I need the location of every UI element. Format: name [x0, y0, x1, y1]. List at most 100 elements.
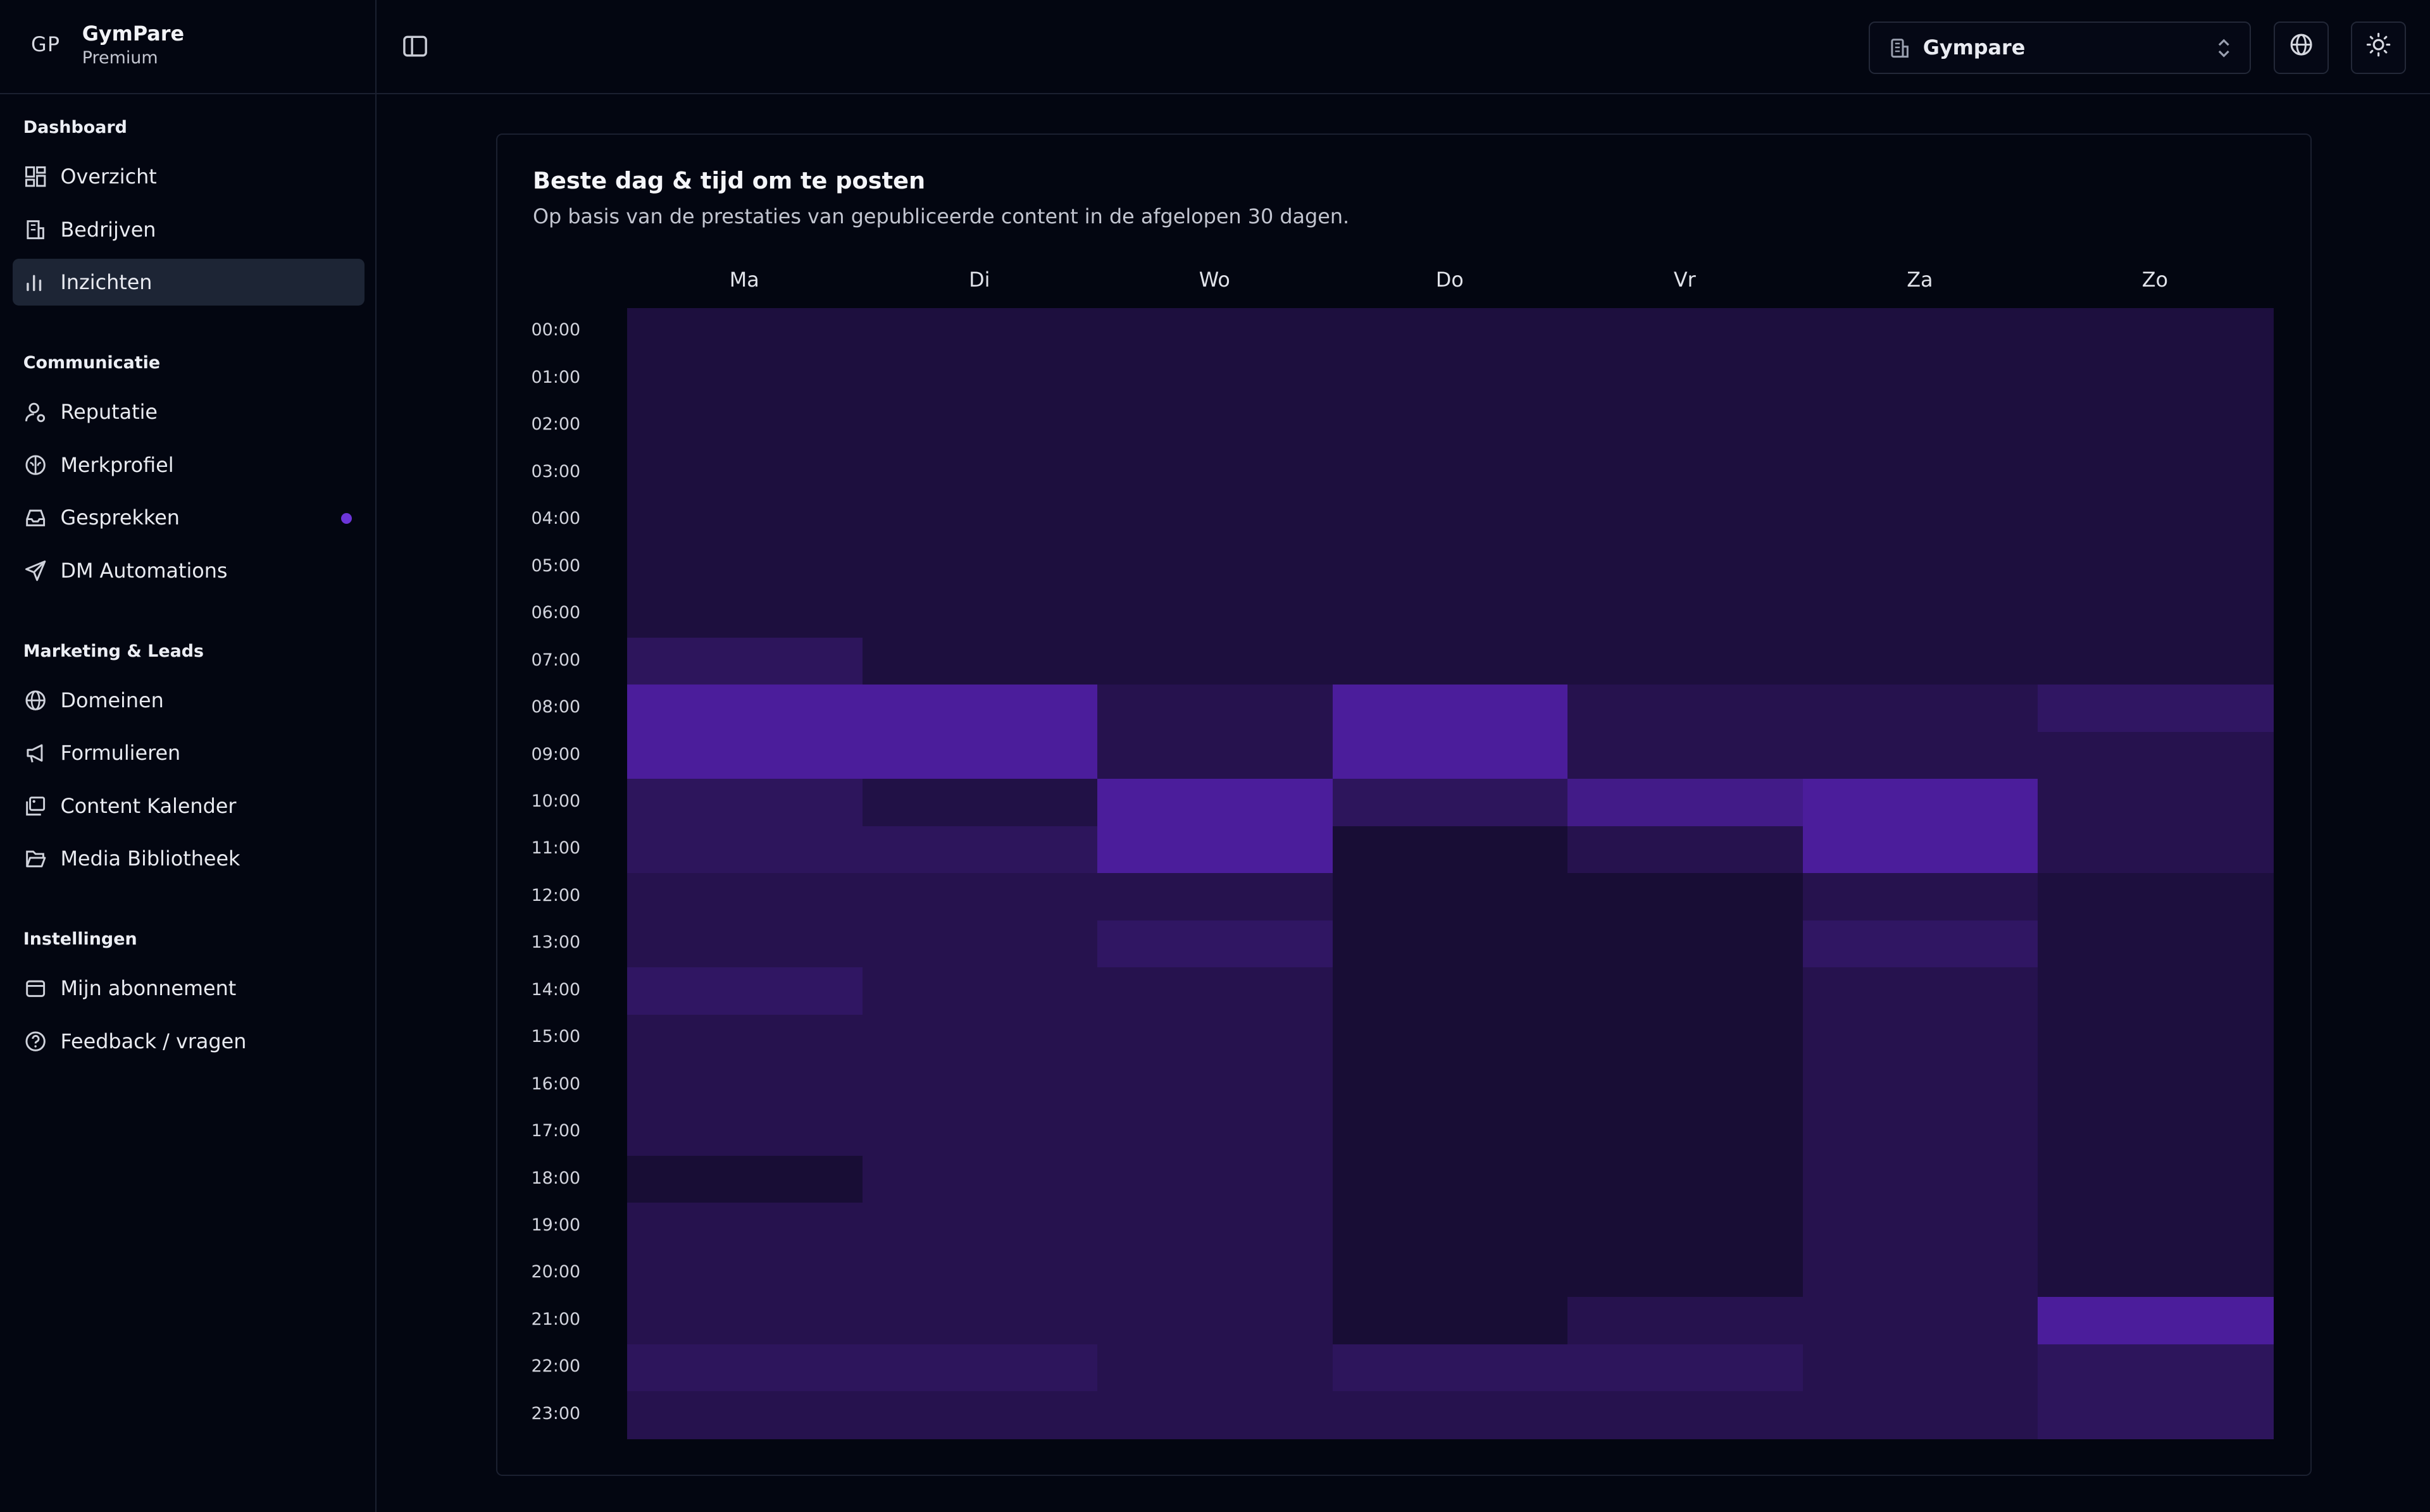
- heatmap-cell[interactable]: [1332, 355, 1569, 404]
- heatmap-cell[interactable]: [862, 1014, 1099, 1063]
- heatmap-cell[interactable]: [1097, 1062, 1334, 1110]
- heatmap-cell[interactable]: [1567, 731, 1804, 780]
- heatmap-cell[interactable]: [1332, 967, 1569, 1015]
- panel-left-icon[interactable]: [401, 32, 429, 60]
- heatmap-cell[interactable]: [1567, 449, 1804, 497]
- sidebar-item-feedback-vragen[interactable]: Feedback / vragen: [13, 1018, 364, 1064]
- heatmap-cell[interactable]: [1802, 355, 2039, 404]
- heatmap-cell[interactable]: [1097, 1203, 1334, 1251]
- heatmap-cell[interactable]: [627, 1391, 864, 1439]
- heatmap-cell[interactable]: [1802, 1062, 2039, 1110]
- heatmap-cell[interactable]: [1802, 685, 2039, 733]
- heatmap-cell[interactable]: [1332, 449, 1569, 497]
- heatmap-cell[interactable]: [2038, 638, 2274, 686]
- brand-header[interactable]: GP GymPare Premium: [0, 0, 375, 94]
- heatmap-cell[interactable]: [1097, 543, 1334, 592]
- heatmap-cell[interactable]: [627, 1062, 864, 1110]
- heatmap-cell[interactable]: [2038, 307, 2274, 356]
- heatmap-cell[interactable]: [627, 1108, 864, 1157]
- heatmap-cell[interactable]: [1097, 355, 1334, 404]
- heatmap-cell[interactable]: [862, 638, 1099, 686]
- heatmap-cell[interactable]: [862, 731, 1099, 780]
- heatmap-cell[interactable]: [862, 685, 1099, 733]
- heatmap-cell[interactable]: [627, 685, 864, 733]
- heatmap-cell[interactable]: [2038, 590, 2274, 639]
- heatmap-cell[interactable]: [627, 1203, 864, 1251]
- heatmap-cell[interactable]: [627, 967, 864, 1015]
- heatmap-cell[interactable]: [2038, 355, 2274, 404]
- heatmap-cell[interactable]: [1332, 1391, 1569, 1439]
- heatmap-cell[interactable]: [1802, 402, 2039, 450]
- heatmap-cell[interactable]: [862, 779, 1099, 827]
- heatmap-cell[interactable]: [1567, 307, 1804, 356]
- heatmap-cell[interactable]: [1332, 1203, 1569, 1251]
- heatmap-cell[interactable]: [1567, 967, 1804, 1015]
- heatmap-cell[interactable]: [862, 1249, 1099, 1298]
- heatmap-cell[interactable]: [627, 1344, 864, 1392]
- heatmap-cell[interactable]: [1332, 826, 1569, 874]
- heatmap-cell[interactable]: [1332, 685, 1569, 733]
- heatmap-cell[interactable]: [1567, 1249, 1804, 1298]
- heatmap-cell[interactable]: [1097, 1344, 1334, 1392]
- heatmap-cell[interactable]: [2038, 1249, 2274, 1298]
- heatmap-cell[interactable]: [1332, 873, 1569, 921]
- heatmap-cell[interactable]: [627, 307, 864, 356]
- heatmap-cell[interactable]: [1567, 1014, 1804, 1063]
- sidebar-item-mijn-abonnement[interactable]: Mijn abonnement: [13, 965, 364, 1012]
- heatmap-cell[interactable]: [2038, 1108, 2274, 1157]
- heatmap-cell[interactable]: [1097, 402, 1334, 450]
- heatmap-cell[interactable]: [1567, 1297, 1804, 1345]
- heatmap-cell[interactable]: [1567, 1391, 1804, 1439]
- heatmap-cell[interactable]: [1097, 685, 1334, 733]
- heatmap-cell[interactable]: [1332, 307, 1569, 356]
- heatmap-cell[interactable]: [2038, 873, 2274, 921]
- heatmap-cell[interactable]: [862, 1344, 1099, 1392]
- heatmap-cell[interactable]: [1802, 1391, 2039, 1439]
- heatmap-cell[interactable]: [1567, 873, 1804, 921]
- heatmap-cell[interactable]: [2038, 402, 2274, 450]
- heatmap-cell[interactable]: [1332, 1108, 1569, 1157]
- heatmap-cell[interactable]: [1567, 543, 1804, 592]
- heatmap-cell[interactable]: [1567, 1155, 1804, 1204]
- sidebar-item-merkprofiel[interactable]: Merkprofiel: [13, 442, 364, 488]
- heatmap-cell[interactable]: [627, 1155, 864, 1204]
- heatmap-cell[interactable]: [1567, 1062, 1804, 1110]
- heatmap-cell[interactable]: [862, 1108, 1099, 1157]
- heatmap-cell[interactable]: [1332, 731, 1569, 780]
- heatmap-cell[interactable]: [1802, 1014, 2039, 1063]
- heatmap-cell[interactable]: [862, 826, 1099, 874]
- heatmap-cell[interactable]: [2038, 449, 2274, 497]
- heatmap-cell[interactable]: [1097, 1108, 1334, 1157]
- heatmap-cell[interactable]: [2038, 731, 2274, 780]
- heatmap-cell[interactable]: [1802, 779, 2039, 827]
- heatmap-cell[interactable]: [1567, 590, 1804, 639]
- heatmap-cell[interactable]: [1097, 731, 1334, 780]
- heatmap-cell[interactable]: [1332, 1014, 1569, 1063]
- heatmap-cell[interactable]: [1802, 920, 2039, 969]
- heatmap-cell[interactable]: [627, 449, 864, 497]
- heatmap-cell[interactable]: [1567, 826, 1804, 874]
- heatmap-cell[interactable]: [1802, 1344, 2039, 1392]
- heatmap-cell[interactable]: [1332, 496, 1569, 545]
- sidebar-item-gesprekken[interactable]: Gesprekken: [13, 495, 364, 541]
- heatmap-cell[interactable]: [1332, 1062, 1569, 1110]
- heatmap-cell[interactable]: [1097, 496, 1334, 545]
- sidebar-item-formulieren[interactable]: Formulieren: [13, 730, 364, 776]
- heatmap-cell[interactable]: [862, 496, 1099, 545]
- heatmap-cell[interactable]: [1332, 590, 1569, 639]
- heatmap-cell[interactable]: [1802, 731, 2039, 780]
- heatmap-cell[interactable]: [627, 402, 864, 450]
- heatmap-cell[interactable]: [2038, 967, 2274, 1015]
- sidebar-item-bedrijven[interactable]: Bedrijven: [13, 206, 364, 252]
- heatmap-cell[interactable]: [1802, 1297, 2039, 1345]
- heatmap-cell[interactable]: [1097, 1249, 1334, 1298]
- heatmap-cell[interactable]: [2038, 1297, 2274, 1345]
- heatmap-cell[interactable]: [1097, 307, 1334, 356]
- heatmap-cell[interactable]: [627, 1249, 864, 1298]
- heatmap-cell[interactable]: [1332, 543, 1569, 592]
- heatmap-cell[interactable]: [862, 1062, 1099, 1110]
- heatmap-cell[interactable]: [862, 1297, 1099, 1345]
- heatmap-cell[interactable]: [1332, 779, 1569, 827]
- heatmap-cell[interactable]: [862, 967, 1099, 1015]
- heatmap-cell[interactable]: [627, 731, 864, 780]
